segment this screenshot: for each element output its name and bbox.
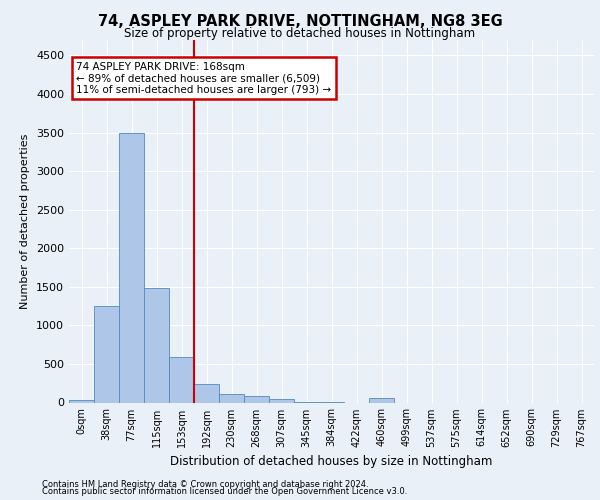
Bar bbox=[94, 306, 119, 402]
Bar bbox=[369, 398, 394, 402]
Text: 74 ASPLEY PARK DRIVE: 168sqm
← 89% of detached houses are smaller (6,509)
11% of: 74 ASPLEY PARK DRIVE: 168sqm ← 89% of de… bbox=[77, 62, 332, 95]
Y-axis label: Number of detached properties: Number of detached properties bbox=[20, 134, 31, 309]
Text: Contains public sector information licensed under the Open Government Licence v3: Contains public sector information licen… bbox=[42, 487, 407, 496]
Bar bbox=[169, 357, 194, 403]
Bar bbox=[219, 394, 244, 402]
Bar bbox=[119, 132, 144, 402]
Text: Size of property relative to detached houses in Nottingham: Size of property relative to detached ho… bbox=[124, 28, 476, 40]
Bar bbox=[69, 400, 94, 402]
Bar bbox=[244, 396, 269, 402]
X-axis label: Distribution of detached houses by size in Nottingham: Distribution of detached houses by size … bbox=[170, 455, 493, 468]
Bar bbox=[269, 400, 294, 402]
Bar bbox=[144, 288, 169, 403]
Bar bbox=[194, 384, 219, 402]
Text: 74, ASPLEY PARK DRIVE, NOTTINGHAM, NG8 3EG: 74, ASPLEY PARK DRIVE, NOTTINGHAM, NG8 3… bbox=[98, 14, 502, 29]
Text: Contains HM Land Registry data © Crown copyright and database right 2024.: Contains HM Land Registry data © Crown c… bbox=[42, 480, 368, 489]
